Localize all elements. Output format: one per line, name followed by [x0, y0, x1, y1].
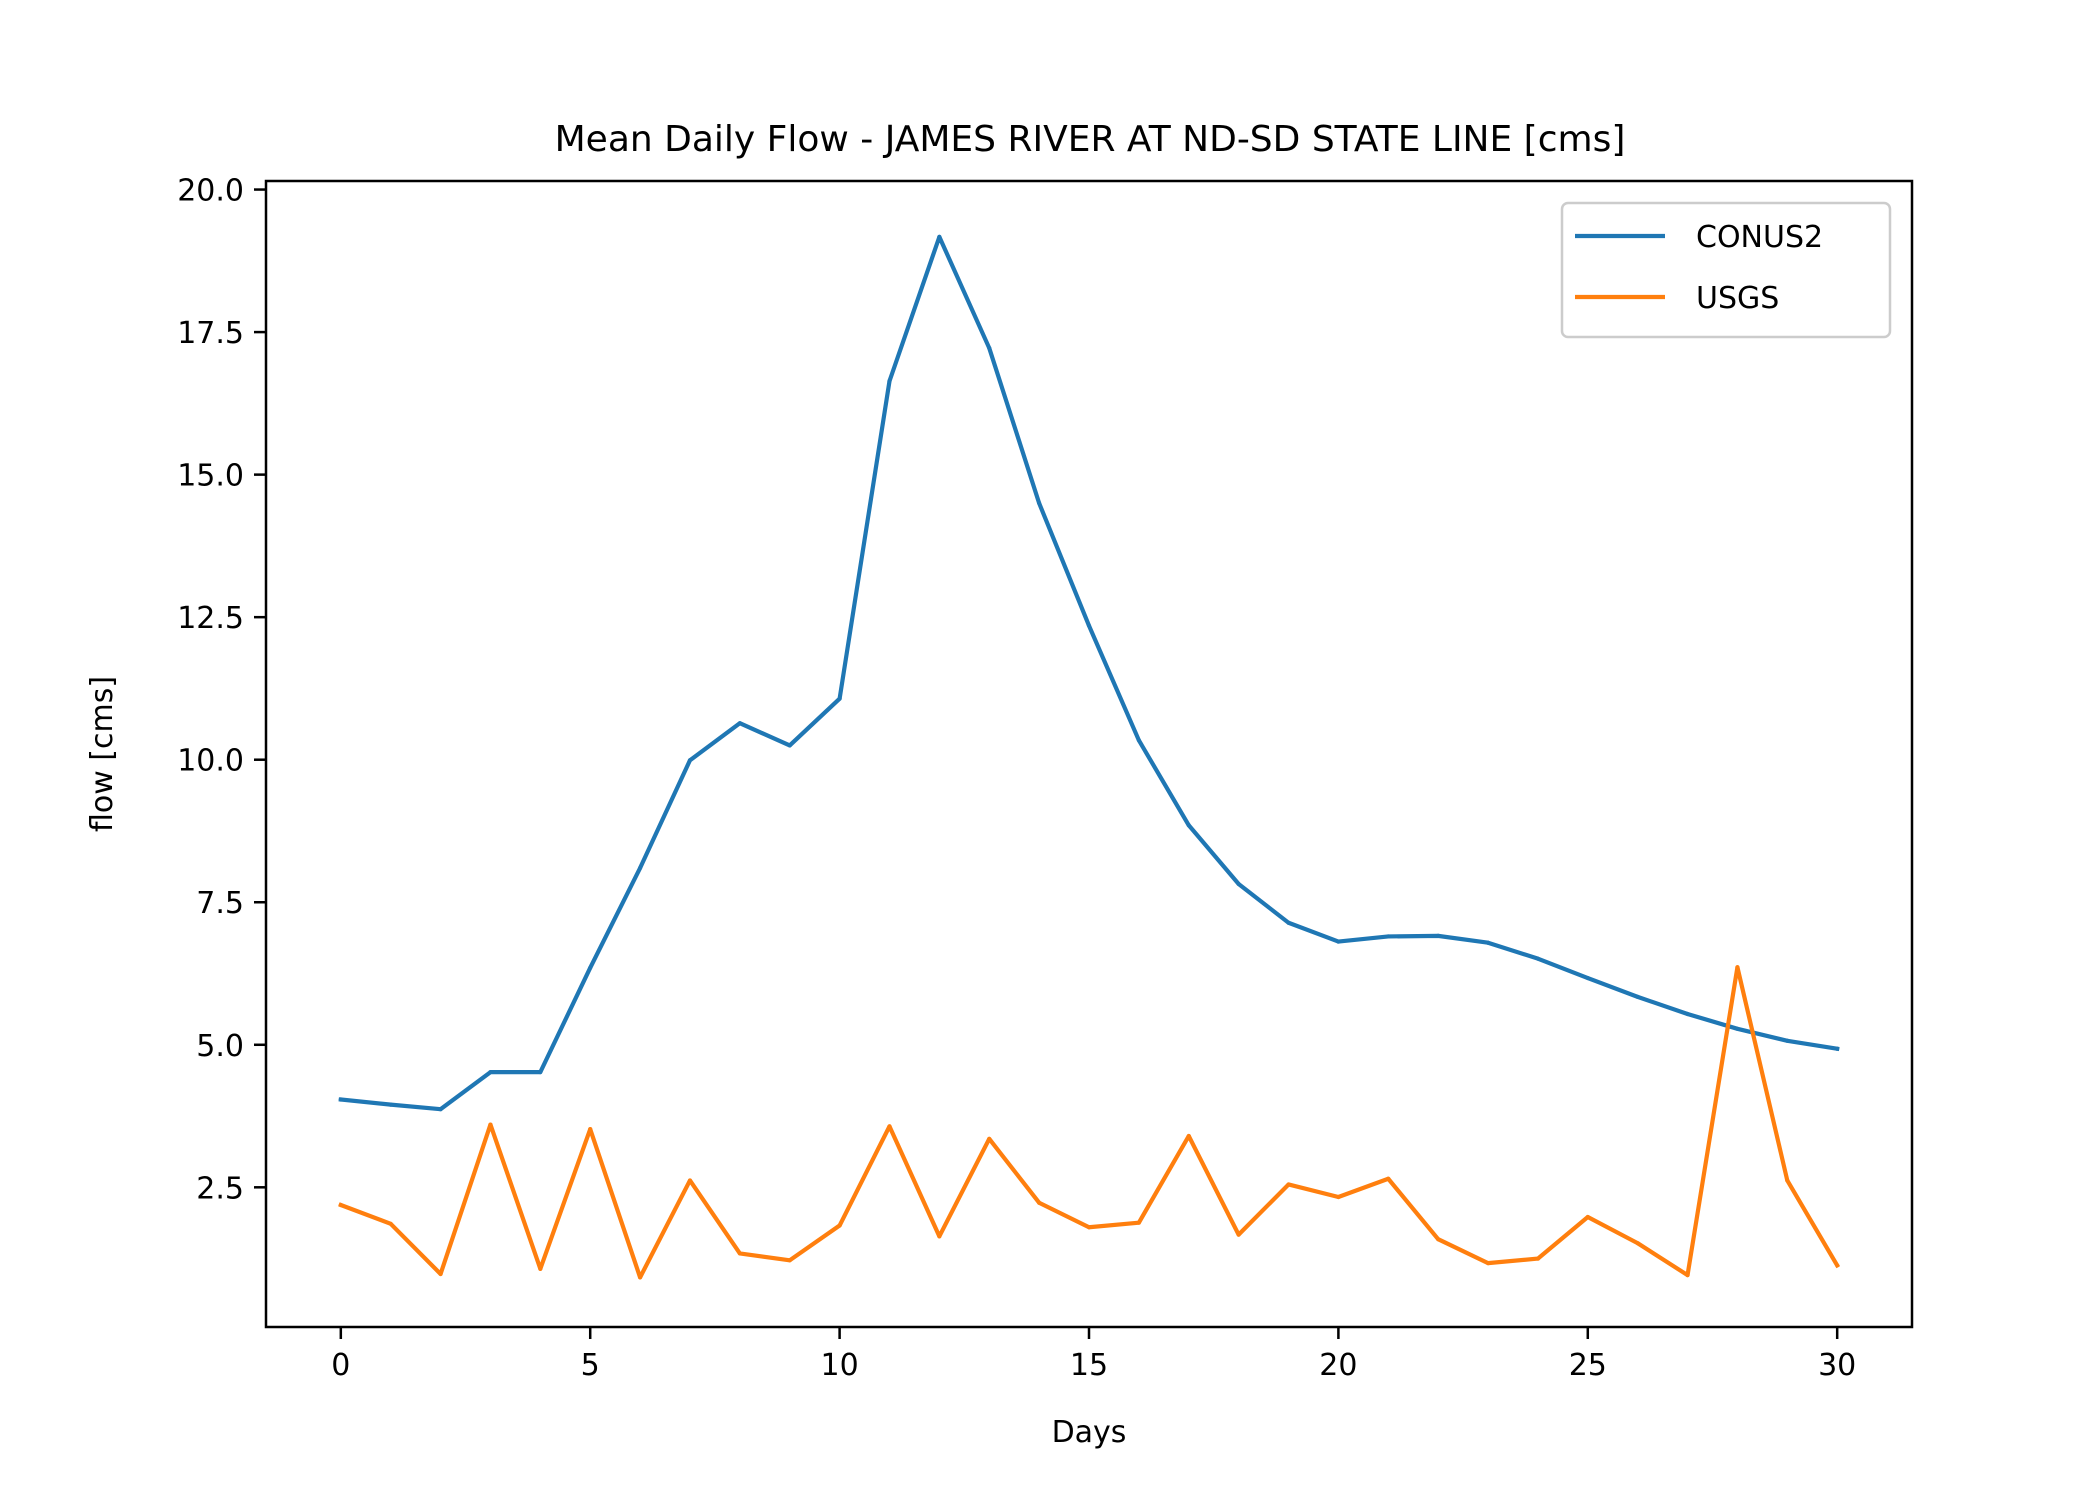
data-point-usgs [1136, 1220, 1141, 1225]
x-tick-label: 10 [821, 1348, 859, 1383]
data-point-usgs [338, 1202, 343, 1208]
data-point-conus2 [737, 721, 742, 726]
data-point-usgs [1436, 1237, 1441, 1242]
data-point-usgs [837, 1223, 842, 1228]
y-tick-label: 20.0 [177, 174, 244, 209]
data-point-usgs [1037, 1200, 1042, 1205]
x-tick-label: 0 [331, 1348, 350, 1383]
data-point-conus2 [1685, 1011, 1690, 1017]
data-point-conus2 [1286, 920, 1291, 925]
x-axis-label: Days [1052, 1415, 1127, 1450]
data-point-conus2 [1635, 994, 1640, 999]
x-tick-label: 25 [1569, 1348, 1607, 1383]
data-point-usgs [1386, 1176, 1391, 1181]
data-point-usgs [1236, 1232, 1241, 1237]
legend-label-usgs: USGS [1696, 281, 1779, 316]
data-point-usgs [538, 1266, 543, 1271]
y-tick-label: 17.5 [177, 316, 244, 351]
data-point-usgs [987, 1136, 992, 1141]
data-point-conus2 [937, 234, 942, 239]
data-point-usgs [388, 1221, 393, 1226]
data-point-conus2 [1136, 738, 1141, 743]
data-point-usgs [937, 1234, 942, 1239]
legend-label-conus2: CONUS2 [1696, 220, 1823, 255]
data-point-conus2 [1336, 939, 1341, 944]
series-line-conus2 [338, 234, 1840, 1112]
data-point-usgs [687, 1178, 693, 1183]
x-axis: 0 5 10 15 20 25 30 [331, 1327, 1856, 1383]
x-tick-label: 20 [1319, 1348, 1357, 1383]
data-point-conus2 [637, 865, 643, 871]
data-point-usgs [1635, 1241, 1640, 1246]
y-tick-label: 2.5 [196, 1171, 244, 1206]
data-point-usgs [1186, 1133, 1191, 1139]
y-tick-label: 7.5 [196, 886, 244, 921]
y-tick-label: 15.0 [177, 459, 244, 494]
data-point-conus2 [1835, 1046, 1840, 1051]
legend: CONUS2 USGS [1560, 201, 1892, 339]
data-point-usgs [1535, 1256, 1541, 1261]
series-line-usgs [338, 965, 1841, 1280]
data-point-usgs [1086, 1225, 1092, 1230]
y-axis-label: flow [cms] [85, 676, 120, 832]
data-point-conus2 [1585, 975, 1590, 981]
data-point-usgs [887, 1124, 892, 1129]
data-point-conus2 [438, 1107, 443, 1112]
data-point-conus2 [1386, 934, 1391, 939]
data-point-usgs [1735, 965, 1740, 970]
data-point-conus2 [1485, 940, 1491, 945]
x-tick-label: 15 [1070, 1348, 1108, 1383]
data-point-conus2 [887, 379, 892, 384]
data-point-conus2 [787, 743, 792, 748]
x-tick-label: 5 [581, 1348, 600, 1383]
data-point-conus2 [338, 1097, 343, 1102]
data-point-usgs [488, 1122, 493, 1127]
data-point-usgs [637, 1275, 643, 1280]
data-point-conus2 [987, 345, 992, 351]
data-point-conus2 [1535, 956, 1541, 961]
y-tick-label: 10.0 [177, 744, 244, 779]
data-point-usgs [1785, 1178, 1790, 1183]
data-point-conus2 [1735, 1026, 1740, 1031]
x-tick-label: 30 [1818, 1348, 1856, 1383]
data-point-conus2 [1436, 933, 1441, 938]
data-point-conus2 [588, 965, 593, 970]
data-point-usgs [438, 1271, 443, 1277]
data-point-usgs [1685, 1273, 1690, 1278]
chart-title: Mean Daily Flow - JAMES RIVER AT ND-SD S… [555, 119, 1626, 160]
data-point-usgs [1485, 1261, 1491, 1266]
data-point-conus2 [488, 1070, 493, 1075]
data-point-usgs [1835, 1263, 1840, 1268]
data-point-conus2 [388, 1102, 393, 1107]
series-layer [338, 234, 1841, 1280]
data-point-usgs [588, 1127, 593, 1132]
data-point-conus2 [837, 696, 842, 701]
data-point-usgs [1585, 1214, 1590, 1220]
plot-area-frame [264, 179, 1914, 1329]
data-point-conus2 [1236, 881, 1241, 887]
data-point-conus2 [1037, 501, 1042, 506]
data-point-conus2 [538, 1070, 543, 1075]
data-point-conus2 [1086, 623, 1092, 628]
data-point-conus2 [687, 758, 693, 763]
data-point-usgs [1336, 1194, 1341, 1200]
y-tick-label: 12.5 [177, 601, 244, 636]
data-point-usgs [1286, 1182, 1291, 1187]
y-tick-label: 5.0 [196, 1029, 244, 1064]
y-axis: 2.5 5.0 7.5 10.0 12.5 15.0 17.5 20.0 [177, 174, 266, 1206]
data-point-conus2 [1785, 1038, 1790, 1043]
data-point-usgs [737, 1251, 742, 1256]
data-point-usgs [787, 1258, 792, 1263]
data-point-conus2 [1186, 823, 1191, 828]
